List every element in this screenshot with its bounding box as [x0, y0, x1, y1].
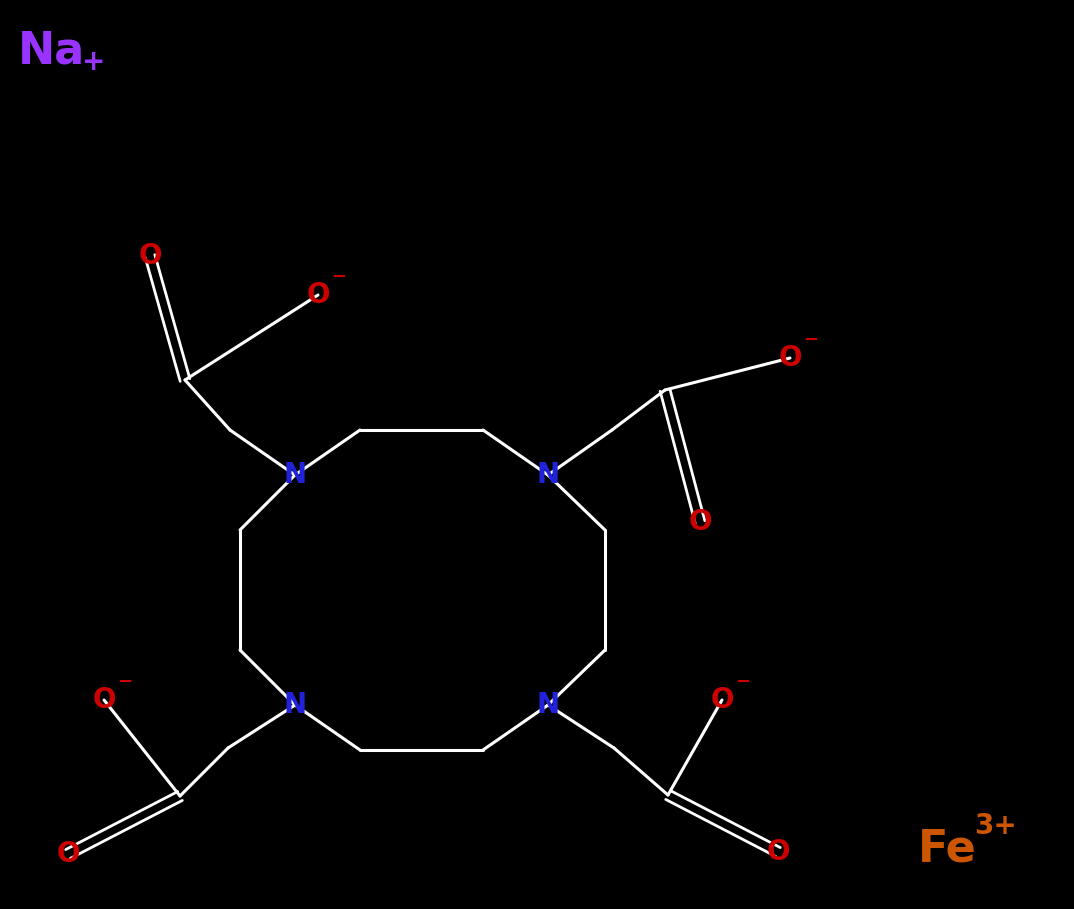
Text: O: O: [92, 686, 116, 714]
Text: Na: Na: [18, 30, 85, 73]
Text: −: −: [735, 673, 750, 691]
Text: −: −: [331, 268, 346, 286]
Text: O: O: [56, 840, 79, 868]
Text: Fe: Fe: [918, 827, 976, 870]
Text: N: N: [536, 461, 560, 489]
Text: +: +: [82, 48, 105, 76]
Text: N: N: [284, 691, 306, 719]
Text: O: O: [710, 686, 734, 714]
Text: O: O: [766, 838, 789, 866]
Text: N: N: [284, 461, 306, 489]
Text: O: O: [139, 242, 162, 270]
Text: −: −: [117, 673, 132, 691]
Text: O: O: [779, 344, 802, 372]
Text: N: N: [536, 691, 560, 719]
Text: O: O: [306, 281, 330, 309]
Text: −: −: [803, 331, 818, 349]
Text: O: O: [688, 508, 712, 536]
Text: 3+: 3+: [974, 812, 1017, 840]
